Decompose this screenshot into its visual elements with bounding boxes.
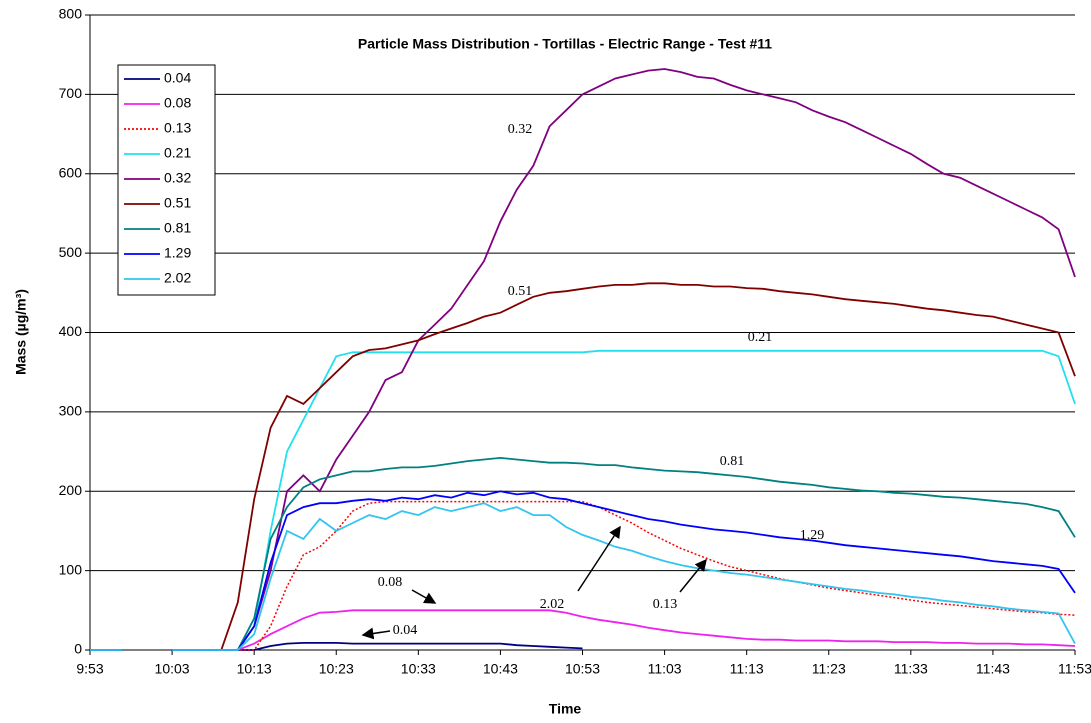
y-tick-label: 200 (59, 482, 83, 498)
y-axis-label: Mass (µg/m³) (13, 289, 29, 375)
annotation: 0.81 (720, 454, 745, 469)
series-line (90, 609, 1076, 651)
series-line (90, 642, 583, 651)
annotation: 0.08 (378, 575, 403, 590)
series-line (90, 68, 1076, 651)
annotation: 0.13 (653, 597, 678, 612)
y-tick-label: 100 (59, 561, 83, 577)
x-tick-label: 10:13 (237, 661, 272, 677)
y-tick-label: 500 (59, 244, 83, 260)
annotation-arrow (361, 627, 391, 640)
x-tick-label: 11:23 (812, 661, 846, 677)
y-tick-label: 400 (59, 323, 83, 339)
legend-label: 0.13 (164, 120, 191, 136)
x-tick-label: 11:03 (648, 661, 682, 677)
x-tick-label: 11:33 (894, 661, 928, 677)
x-tick-label: 11:43 (976, 661, 1010, 677)
x-tick-label: 9:53 (76, 661, 103, 677)
x-tick-label: 10:23 (319, 661, 354, 677)
annotation-arrow (411, 589, 437, 604)
y-tick-label: 300 (59, 403, 83, 419)
x-tick-label: 11:13 (730, 661, 764, 677)
annotation-arrow (679, 558, 707, 593)
x-tick-label: 11:53 (1058, 661, 1091, 677)
y-tick-label: 800 (59, 6, 83, 22)
legend-label: 0.08 (164, 95, 191, 111)
annotation: 2.02 (540, 597, 565, 612)
annotation: 0.51 (508, 284, 533, 299)
annotation: 1.29 (800, 528, 825, 543)
annotation: 0.21 (748, 330, 773, 345)
legend-label: 0.04 (164, 70, 191, 86)
x-tick-label: 10:03 (155, 661, 190, 677)
annotation: 0.32 (508, 122, 533, 137)
series-line (90, 500, 1076, 651)
legend-label: 2.02 (164, 270, 191, 286)
x-tick-label: 10:43 (483, 661, 518, 677)
y-tick-label: 700 (59, 85, 83, 101)
legend-label: 0.81 (164, 220, 191, 236)
legend-label: 0.51 (164, 195, 191, 211)
annotation: 0.04 (393, 623, 418, 638)
x-tick-label: 10:33 (401, 661, 436, 677)
legend-label: 0.32 (164, 170, 191, 186)
legend-label: 1.29 (164, 245, 191, 261)
y-tick-label: 600 (59, 164, 83, 180)
annotation-arrow (577, 525, 621, 592)
series-line (90, 282, 1076, 651)
legend-label: 0.21 (164, 145, 191, 161)
y-tick-label: 0 (74, 641, 82, 657)
x-tick-label: 10:53 (565, 661, 600, 677)
x-axis-label: Time (549, 701, 582, 717)
chart-title: Particle Mass Distribution - Tortillas -… (358, 36, 772, 52)
series-line (90, 502, 1076, 651)
